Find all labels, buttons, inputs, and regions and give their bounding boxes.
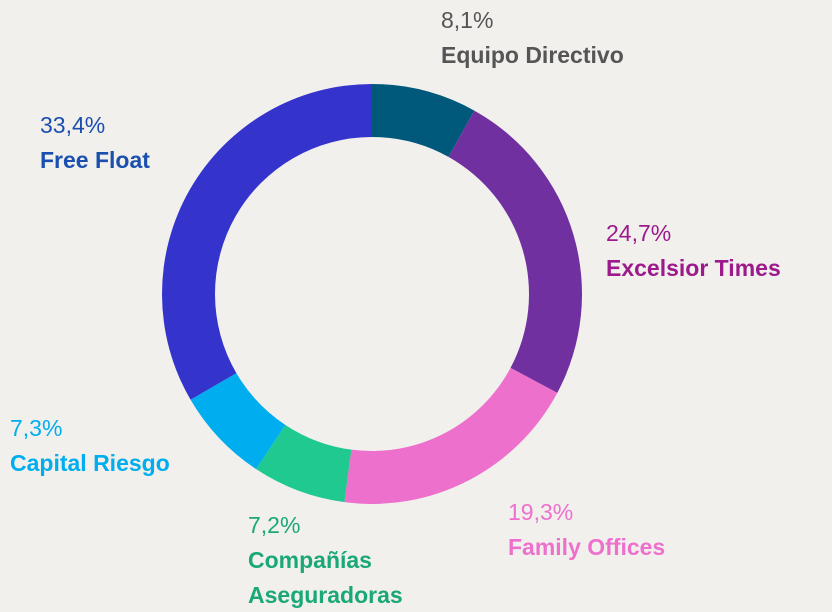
category-label: Compañías Aseguradoras [248, 547, 403, 608]
donut-slice [448, 110, 582, 393]
value-label: 33,4% [40, 112, 106, 138]
donut-slice [344, 367, 558, 504]
donut-slice [256, 424, 352, 503]
slice-label: 24,7% Excelsior Times [606, 216, 781, 286]
slice-label: 33,4% Free Float [40, 108, 150, 178]
value-label: 24,7% [606, 220, 672, 246]
slice-label: 19,3% Family Offices [508, 495, 665, 565]
category-label: Equipo Directivo [441, 42, 624, 68]
slice-label: 7,2% Compañías Aseguradoras [248, 508, 428, 612]
value-label: 7,2% [248, 512, 301, 538]
category-label: Excelsior Times [606, 255, 781, 281]
donut-slice [190, 373, 286, 470]
category-label: Free Float [40, 147, 150, 173]
donut-slice [161, 84, 372, 400]
slice-label: 7,3% Capital Riesgo [10, 411, 170, 481]
donut-slice [372, 84, 475, 157]
value-label: 19,3% [508, 499, 574, 525]
value-label: 8,1% [441, 7, 494, 33]
slice-label: 8,1% Equipo Directivo [441, 3, 624, 73]
value-label: 7,3% [10, 415, 63, 441]
category-label: Family Offices [508, 534, 666, 560]
category-label: Capital Riesgo [10, 450, 170, 476]
